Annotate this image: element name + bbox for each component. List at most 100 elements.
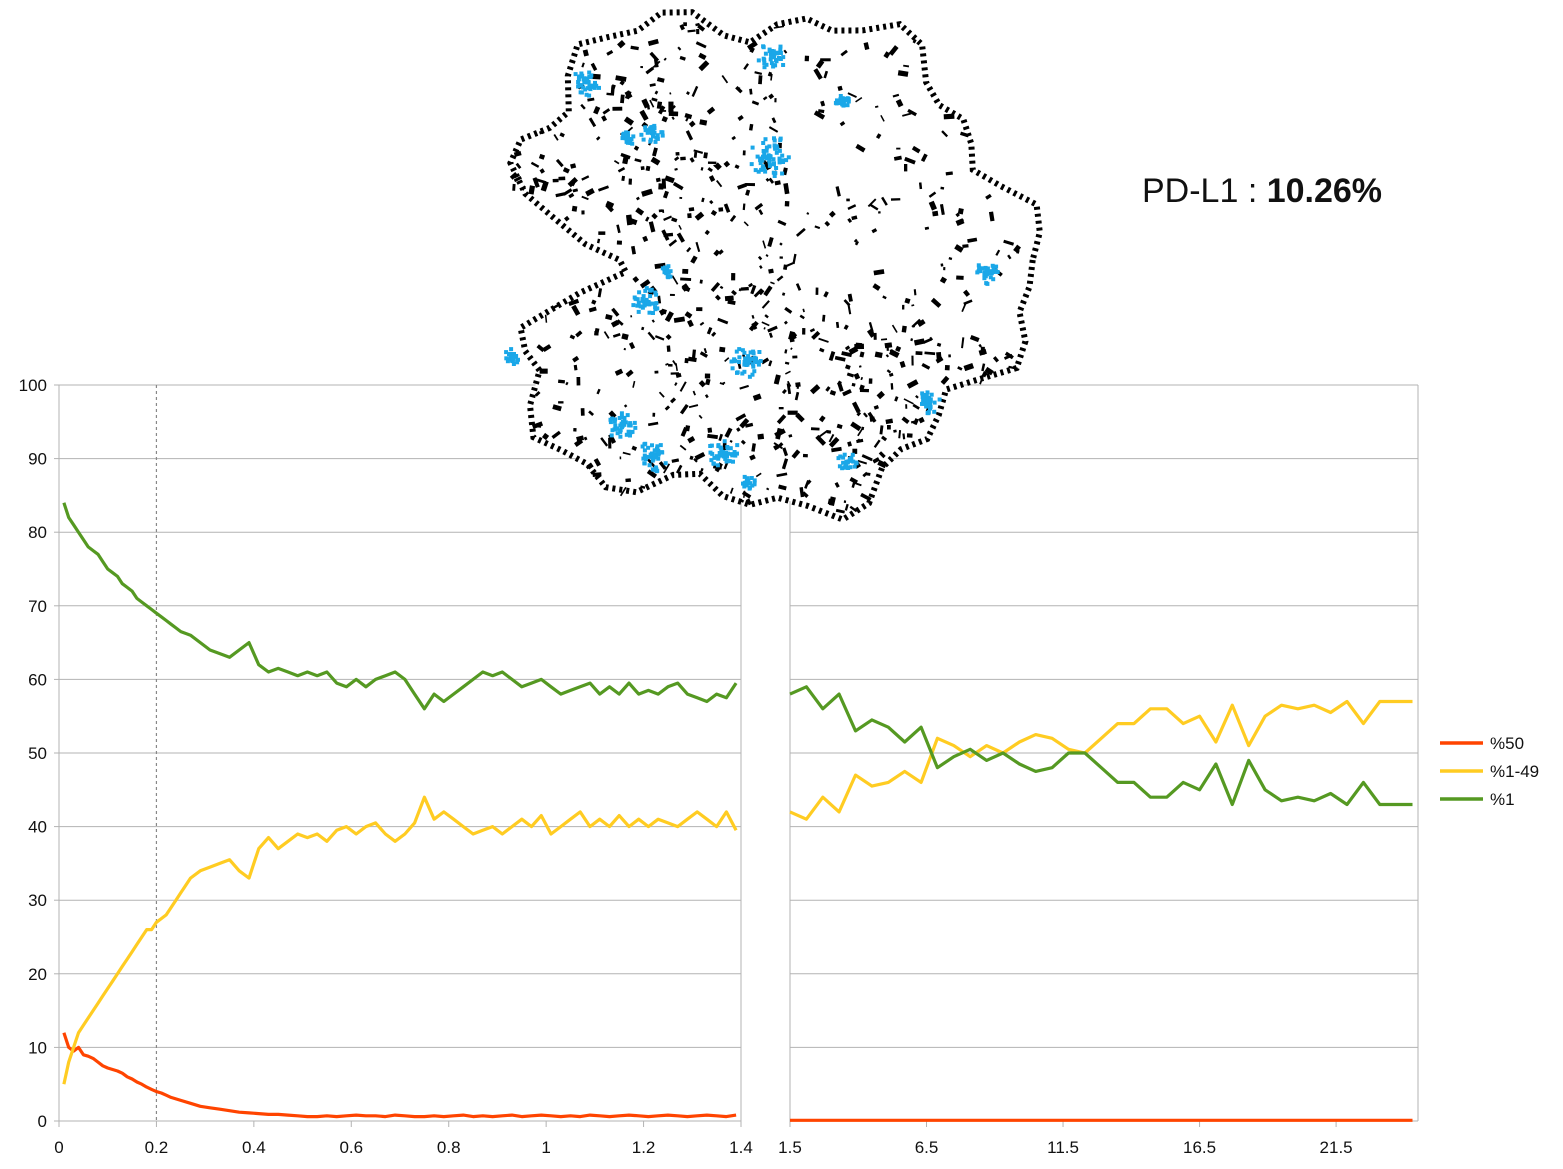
tissue-speck [779,242,783,246]
tissue-speck [897,70,909,77]
tissue-speck [740,286,749,291]
positive-cell [649,287,654,292]
tissue-speck [621,333,629,341]
tissue-speck [846,198,850,202]
tissue-speck [586,462,594,470]
positive-cell [988,269,993,274]
legend-label: %1 [1490,790,1515,809]
positive-cell [985,266,990,271]
tissue-speck [684,113,693,120]
tissue-speck [736,427,741,432]
tissue-speck [574,438,584,447]
tissue-speck [583,436,588,441]
positive-cell [922,395,927,400]
positive-cell [655,446,659,451]
tissue-speck [886,425,891,430]
tissue-speck [978,343,982,348]
tissue-speck [847,303,852,315]
positive-cell [771,49,776,54]
legend: %50 %1-49 %1 [1440,734,1539,809]
tick-labels: 0 10 20 30 40 50 60 70 80 90 100 0 0.2 0.4 0.6 0.8 1 1.2 1… [19,376,1353,1157]
positive-cell [619,421,624,426]
tissue-speck [746,498,752,506]
tissue-speck [539,130,544,135]
tissue-speck [704,394,709,399]
positive-cell [977,268,982,273]
positive-cell [729,359,734,364]
tissue-speck [699,321,705,326]
x-tick-label: 16.5 [1183,1138,1216,1157]
tissue-speck [572,188,579,193]
tissue-speck [703,152,708,159]
tissue-speck [885,354,890,358]
tissue-speck [783,49,788,54]
positive-cell [597,85,601,90]
positive-cell [761,141,766,145]
x-tick-label: 1.4 [729,1138,753,1157]
tissue-speck [791,449,801,459]
positive-cell [638,304,643,309]
positive-cell [654,301,659,306]
tissue-speck [773,25,785,29]
positive-cell [771,157,776,162]
positive-cell [581,85,586,90]
tissue-speck [789,331,798,340]
tissue-speck [759,265,763,269]
positive-cell [841,103,846,108]
tissue-speck [799,314,805,320]
positive-cell [619,425,624,430]
tissue-speck [778,484,787,491]
right-panel-gridlines [790,384,1418,1122]
positive-cell [758,359,763,363]
positive-cell [755,360,759,365]
tissue-speck [748,123,754,131]
positive-cell [846,99,851,104]
tissue-speck [843,500,847,503]
tissue-speck [860,492,872,502]
tissue-speck [570,163,577,169]
y-tick-label: 20 [28,965,47,984]
tissue-speck [670,397,677,404]
positive-cell [647,310,652,315]
tissue-speck [671,105,676,109]
tissue-speck [562,167,570,174]
tissue-speck [652,147,658,157]
positive-cell [778,136,783,141]
tissue-speck [801,491,809,498]
tissue-speck [737,115,744,121]
positive-cell [647,302,652,307]
positive-cell [628,433,632,438]
x-tick-label: 1.2 [632,1138,656,1157]
positive-cell [846,466,851,470]
positive-cell [663,265,667,270]
tissue-speck [948,354,951,358]
tissue-speck [571,205,578,212]
tissue-speck [823,70,829,79]
tissue-speck [639,109,649,121]
tissue-speck [612,106,623,111]
tissue-speck [871,228,878,234]
tissue-speck [664,311,674,323]
positive-cell [926,411,931,416]
tissue-speck [571,304,581,316]
tissue-speck [768,360,773,367]
series-line-1 [62,502,738,711]
tissue-speck [622,451,631,456]
tissue-speck [856,411,862,417]
positive-cell [648,294,653,299]
tissue-speck [781,458,789,470]
tissue-speck [729,487,734,494]
tissue-speck [706,106,716,115]
tissue-speck [910,420,918,424]
tissue-speck [568,192,575,199]
tissue-speck [564,215,570,222]
tissue-speck [767,325,778,333]
tissue-speck [924,226,930,230]
positive-cell [924,393,929,398]
tissue-speck [1008,365,1018,370]
positive-cell [983,265,988,270]
positive-cell [851,459,856,464]
tissue-speck [792,253,797,265]
positive-cell [636,309,641,314]
positive-cell [584,92,589,97]
